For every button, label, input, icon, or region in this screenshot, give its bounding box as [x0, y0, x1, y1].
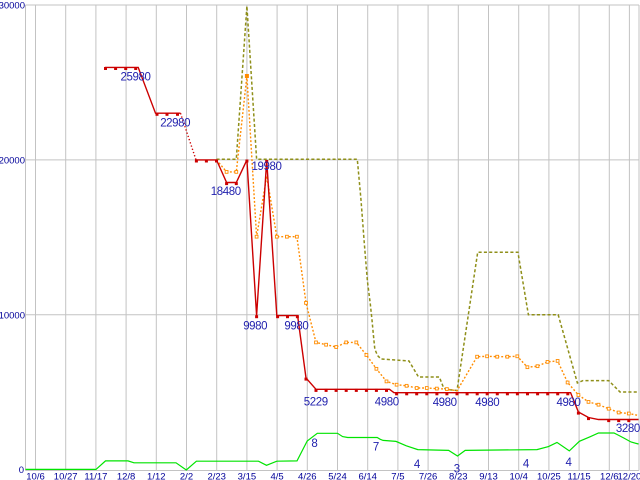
- svg-text:10/6: 10/6: [26, 472, 45, 480]
- svg-text:12/6: 12/6: [600, 472, 619, 480]
- svg-text:9980: 9980: [284, 320, 308, 332]
- svg-text:11/17: 11/17: [84, 472, 107, 480]
- svg-text:6/14: 6/14: [358, 472, 377, 480]
- svg-text:4980: 4980: [557, 397, 581, 409]
- svg-text:4: 4: [523, 459, 530, 471]
- svg-text:4980: 4980: [433, 397, 457, 409]
- svg-text:2/2: 2/2: [180, 472, 193, 480]
- svg-text:19980: 19980: [252, 161, 282, 173]
- svg-text:25980: 25980: [121, 71, 151, 83]
- svg-text:22980: 22980: [160, 117, 190, 129]
- svg-text:7/26: 7/26: [419, 472, 438, 480]
- svg-text:4/26: 4/26: [298, 472, 317, 480]
- svg-text:4: 4: [414, 459, 421, 471]
- svg-text:4/5: 4/5: [270, 472, 283, 480]
- svg-text:8: 8: [311, 438, 317, 450]
- svg-text:10/25: 10/25: [537, 472, 561, 480]
- svg-text:3/15: 3/15: [238, 472, 257, 480]
- svg-text:5/24: 5/24: [328, 472, 347, 480]
- svg-text:5229: 5229: [304, 396, 328, 408]
- svg-text:1/12: 1/12: [147, 472, 166, 480]
- svg-text:8/23: 8/23: [449, 472, 468, 480]
- svg-text:10/27: 10/27: [54, 472, 78, 480]
- svg-text:30000: 30000: [0, 1, 25, 12]
- svg-text:4980: 4980: [475, 397, 499, 409]
- svg-text:4980: 4980: [375, 397, 399, 409]
- svg-text:12/20: 12/20: [618, 472, 640, 480]
- svg-text:3: 3: [454, 464, 460, 476]
- svg-text:10000: 10000: [0, 311, 25, 322]
- svg-text:9/13: 9/13: [479, 472, 498, 480]
- svg-text:0: 0: [19, 465, 24, 476]
- svg-text:9980: 9980: [243, 320, 267, 332]
- svg-text:2/23: 2/23: [207, 472, 226, 480]
- svg-text:10/4: 10/4: [509, 472, 528, 480]
- svg-text:12/8: 12/8: [117, 472, 136, 480]
- svg-text:3280: 3280: [616, 423, 640, 435]
- svg-text:11/15: 11/15: [568, 472, 591, 480]
- svg-text:7: 7: [373, 442, 379, 454]
- svg-text:20000: 20000: [0, 156, 25, 167]
- svg-text:7/5: 7/5: [391, 472, 404, 480]
- svg-text:18480: 18480: [211, 186, 241, 198]
- svg-text:4: 4: [566, 457, 573, 469]
